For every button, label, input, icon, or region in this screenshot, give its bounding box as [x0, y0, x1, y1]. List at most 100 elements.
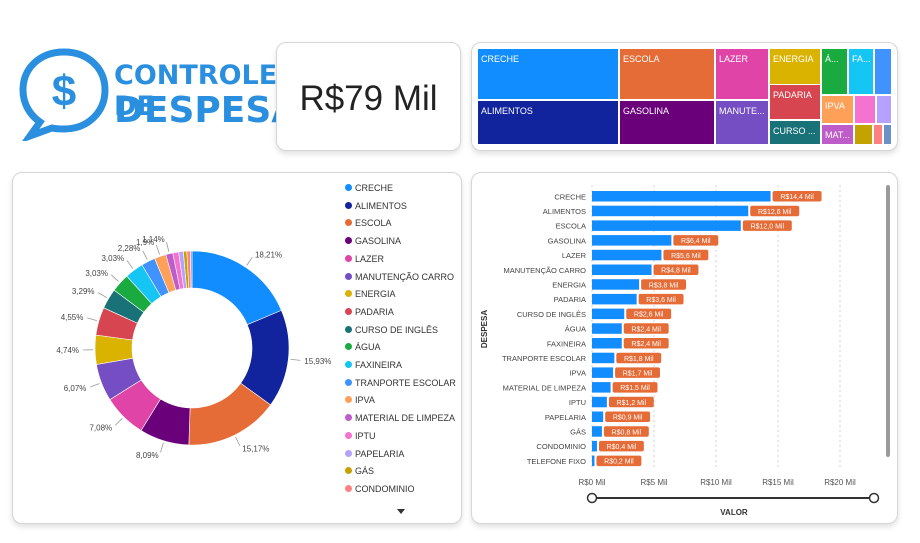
treemap-cell-creche[interactable]: CRECHE [477, 48, 619, 100]
legend-item-padaria[interactable]: PADARIA [345, 307, 394, 317]
bar-alimentos[interactable] [592, 205, 749, 217]
bar-material-de-limpeza[interactable] [592, 382, 611, 393]
bar-data-label: R$1,8 Mil [624, 356, 654, 363]
bar-gas[interactable] [592, 426, 602, 437]
treemap-label: ESCOLA [623, 54, 660, 64]
bar-padaria[interactable] [592, 293, 637, 305]
svg-text:$: $ [52, 67, 76, 116]
y-category-label: ESCOLA [556, 222, 586, 231]
donut-data-label: 3,29% [72, 287, 95, 296]
treemap-cell-gas[interactable] [854, 124, 873, 145]
data-label-background [615, 367, 660, 378]
legend-item-tranporte-escolar[interactable]: TRANPORTE ESCOLAR [345, 378, 456, 388]
treemap-cell-iptu[interactable] [854, 95, 876, 124]
legend-item-escola[interactable]: ESCOLA [345, 218, 392, 228]
bar-papelaria[interactable] [592, 411, 604, 423]
legend-marker [345, 431, 352, 439]
bar-telefone-fixo[interactable] [592, 455, 595, 467]
app-logo: $ CONTROLE DE DESPESAS [18, 46, 325, 141]
legend-item-gasolina[interactable]: GASOLINA [345, 236, 401, 246]
range-slider-min-handle[interactable] [586, 492, 598, 504]
legend-item-iptu[interactable]: IPTU [345, 431, 376, 441]
bar-agua[interactable] [592, 323, 622, 334]
bar-lazer[interactable] [592, 249, 662, 261]
treemap-card: CRECHE ESCOLA LAZER ENERGIA Á... FA... ALIMENT… [471, 42, 898, 151]
bar-data-label: R$0,8 Mil [612, 429, 642, 436]
bar-escola[interactable] [592, 220, 741, 231]
legend-label: IPTU [355, 430, 376, 441]
treemap-cell-agua[interactable]: Á... [821, 48, 848, 95]
bar-chart-card: R$0 Mil R$5 Mil R$10 Mil R$15 Mil R$20 Mil CR… [471, 172, 898, 524]
treemap-label: GASOLINA [623, 106, 670, 116]
bar-faxineira[interactable] [592, 338, 622, 349]
legend-marker [345, 378, 352, 386]
total-kpi-card: R$79 Mil [276, 42, 461, 151]
legend-item-curso-de-ingles[interactable]: CURSO DE INGLÊS [345, 325, 438, 335]
legend-marker [345, 272, 352, 280]
legend-marker [345, 184, 352, 191]
treemap-cell-alimentos[interactable]: ALIMENTOS [477, 100, 619, 145]
donut-data-label: 15,17% [242, 445, 269, 454]
legend-label: FAXINEIRA [355, 360, 403, 370]
bar-curso-de-ingles[interactable] [592, 308, 625, 320]
caret-down-icon[interactable] [396, 509, 406, 515]
vertical-scrollbar[interactable] [886, 185, 890, 457]
data-label-background [641, 279, 687, 290]
treemap-cell-lazer[interactable]: LAZER [715, 48, 769, 100]
legend-label: GÁS [355, 466, 375, 477]
range-slider-max-handle[interactable] [868, 492, 880, 504]
bar-data-label: R$0,9 Mil [613, 415, 643, 422]
data-label-background [605, 411, 651, 422]
bar-tranporte-escolar[interactable] [592, 352, 615, 364]
treemap-cell-padaria[interactable]: PADARIA [769, 84, 821, 120]
y-category-label: TRANPORTE ESCOLAR [502, 354, 587, 363]
bar-data-label: R$0,4 Mil [607, 444, 637, 451]
y-category-label: CONDOMINIO [536, 442, 586, 451]
legend-item-material-de-limpeza[interactable]: MATERIAL DE LIMPEZA [345, 413, 455, 423]
legend-item-creche[interactable]: CRECHE [345, 183, 393, 193]
donut-slice-telefone-fixo[interactable] [190, 250, 193, 289]
bar-ipva[interactable] [592, 367, 614, 378]
bar-creche[interactable] [592, 191, 771, 202]
treemap-cell-tranporte-escolar[interactable] [874, 48, 892, 95]
y-category-label: ENERGIA [552, 280, 586, 289]
legend-item-ipva[interactable]: IPVA [345, 395, 375, 405]
treemap-cell-faxineira[interactable]: FA... [848, 48, 874, 95]
y-axis-title: DESPESA [480, 310, 489, 348]
treemap-cell-escola[interactable]: ESCOLA [619, 48, 715, 100]
bar-condominio[interactable] [592, 440, 597, 452]
data-label-background [623, 338, 669, 349]
legend-item-manutencao-carro[interactable]: MANUTENÇÃO CARRO [345, 272, 454, 282]
legend-item-alimentos[interactable]: ALIMENTOS [345, 201, 407, 211]
data-label-background [608, 396, 654, 408]
treemap-cell-ipva[interactable]: IPVA [821, 95, 854, 124]
y-category-label: IPTU [569, 398, 586, 407]
legend-item-papelaria[interactable]: PAPELARIA [345, 449, 404, 459]
treemap-cell-gasolina[interactable]: GASOLINA [619, 100, 715, 145]
legend-item-gas[interactable]: GÁS [345, 466, 374, 476]
legend-item-faxineira[interactable]: FAXINEIRA [345, 360, 402, 370]
donut-data-label: 15,93% [304, 357, 331, 366]
legend-label: GASOLINA [355, 236, 402, 247]
bar-iptu[interactable] [592, 396, 607, 408]
bar-gasolina[interactable] [592, 235, 672, 246]
bar-energia[interactable] [592, 279, 640, 290]
data-label-background [626, 308, 672, 320]
legend-marker [345, 307, 352, 315]
treemap-cell-telefone-fixo[interactable] [883, 124, 892, 145]
legend-label: CRECHE [355, 183, 394, 193]
legend-item-agua[interactable]: ÁGUA [345, 342, 381, 352]
bar-data-label: R$1,2 Mil [617, 400, 647, 407]
treemap-cell-papelaria[interactable] [876, 95, 892, 124]
legend-marker [345, 343, 352, 351]
donut-slice-creche[interactable] [191, 250, 282, 326]
legend-item-condominio[interactable]: CONDOMINIO [345, 484, 415, 494]
treemap-cell-manutencao-carro[interactable]: MANUTE... [715, 100, 769, 145]
treemap-cell-condominio[interactable] [873, 124, 883, 145]
treemap-cell-material-de-limpeza[interactable]: MAT... [821, 124, 854, 145]
legend-item-lazer[interactable]: LAZER [345, 254, 384, 264]
treemap-cell-curso-de-ingles[interactable]: CURSO ... [769, 120, 821, 145]
bar-manutencao-carro[interactable] [592, 264, 652, 276]
legend-item-energia[interactable]: ENERGIA [345, 289, 396, 299]
donut-label-leader [87, 317, 97, 321]
